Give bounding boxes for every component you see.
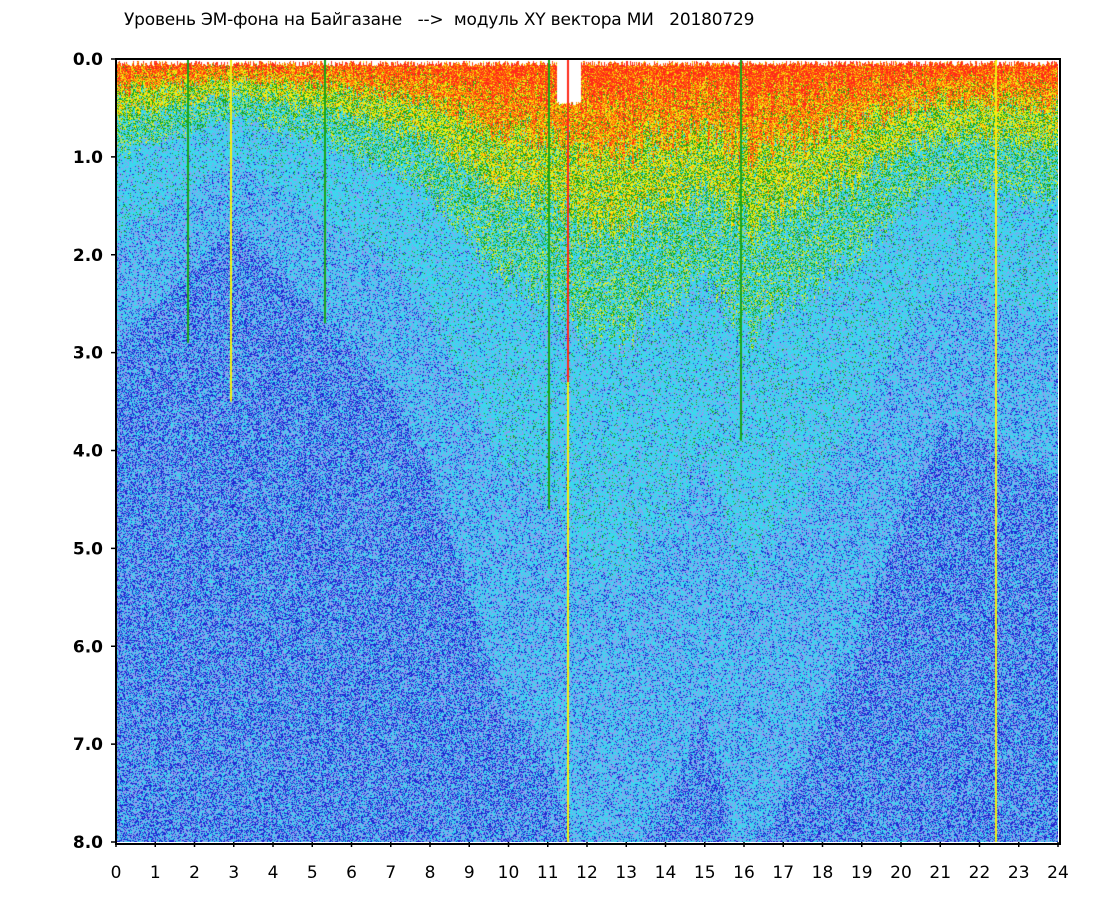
x-tick-label: 3	[228, 863, 239, 883]
x-tick-label: 2	[189, 863, 200, 883]
x-tick-label: 11	[537, 863, 559, 883]
y-tick-label: 3.0	[73, 344, 103, 364]
y-tick-label: 6.0	[73, 637, 103, 657]
x-tick-label: 12	[576, 863, 598, 883]
x-tick-label: 23	[1008, 863, 1030, 883]
x-tick-label: 17	[772, 863, 794, 883]
x-axis: 0 1 2 3 4 5 6 7 8 9 10 11 12 13 14 15 16 17 18 19 20 21 22 23 24	[111, 842, 1069, 883]
x-tick-label: 7	[385, 863, 396, 883]
x-tick-label: 24	[1047, 863, 1069, 883]
heatmap-image	[116, 59, 1058, 842]
x-tick-label: 9	[464, 863, 475, 883]
y-tick-label: 1.0	[73, 148, 103, 168]
y-tick-label: 4.0	[73, 442, 103, 462]
x-tick-label: 6	[346, 863, 357, 883]
x-tick-label: 14	[655, 863, 677, 883]
x-tick-label: 22	[969, 863, 991, 883]
y-tick-label: 8.0	[73, 833, 103, 853]
x-tick-label: 21	[929, 863, 951, 883]
x-tick-label: 0	[111, 863, 122, 883]
x-tick-label: 18	[812, 863, 834, 883]
x-tick-label: 5	[307, 863, 318, 883]
x-tick-label: 16	[733, 863, 755, 883]
plot-area	[116, 59, 1058, 842]
x-tick-label: 1	[150, 863, 161, 883]
x-tick-label: 15	[694, 863, 716, 883]
x-tick-label: 20	[890, 863, 912, 883]
x-tick-label: 13	[615, 863, 637, 883]
y-tick-label: 7.0	[73, 735, 103, 755]
x-tick-label: 10	[498, 863, 520, 883]
x-tick-label: 8	[425, 863, 436, 883]
x-tick-label: 4	[268, 863, 279, 883]
x-tick-label: 19	[851, 863, 873, 883]
y-tick-label: 0.0	[73, 50, 103, 70]
chart-title: Уровень ЭМ-фона на Байгазане --> модуль …	[124, 10, 755, 30]
y-tick-label: 5.0	[73, 539, 103, 559]
y-axis: 0.0 1.0 2.0 3.0 4.0 5.0 6.0 7.0 8.0	[73, 50, 116, 853]
y-tick-label: 2.0	[73, 246, 103, 266]
